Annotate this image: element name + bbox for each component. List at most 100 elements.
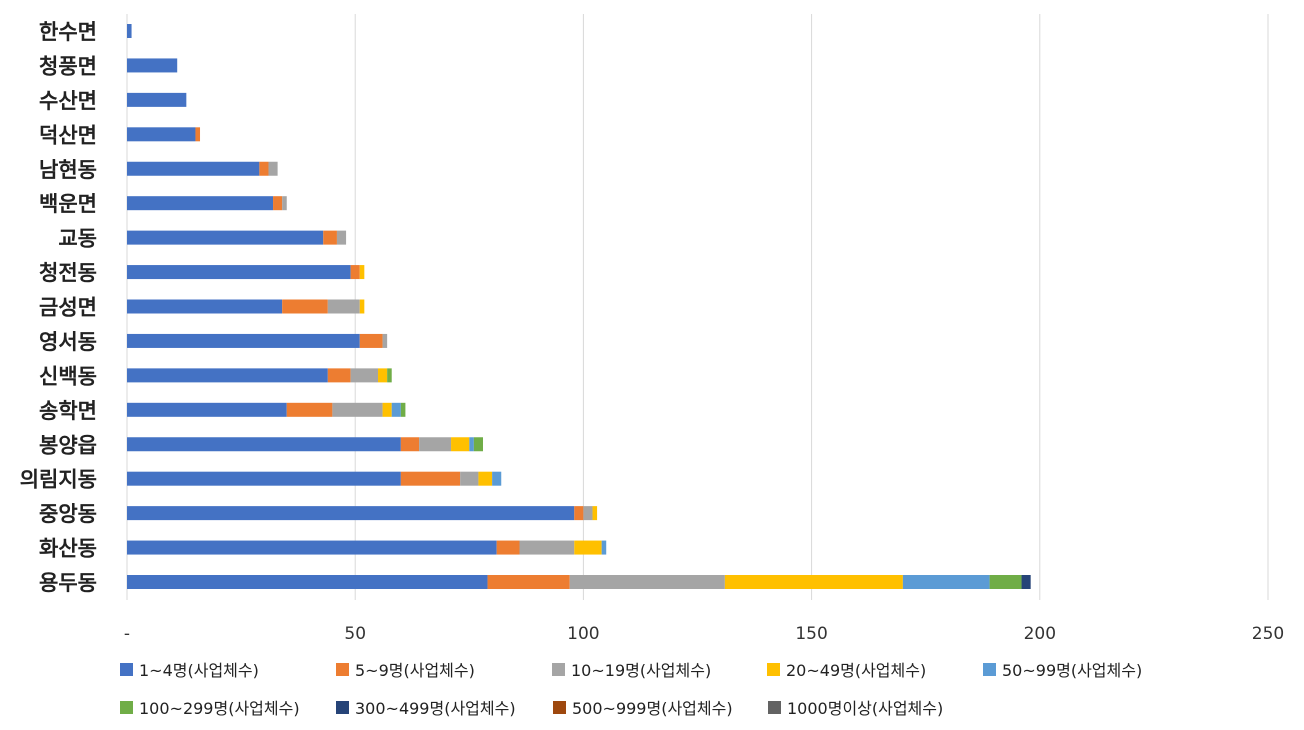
legend-label: 1000명이상(사업체수) <box>787 699 943 718</box>
bar-segment <box>127 24 132 38</box>
legend-item: 100~299명(사업체수) <box>120 699 300 718</box>
category-label: 교동 <box>58 227 97 251</box>
bar-segment <box>487 575 570 589</box>
bar-segment <box>259 161 269 176</box>
bar-segment <box>378 368 388 383</box>
bar-segment <box>469 437 474 452</box>
legend-swatch <box>336 663 349 676</box>
category-label: 신백동 <box>39 364 97 388</box>
legend-swatch <box>552 663 565 676</box>
legend-item: 10~19명(사업체수) <box>552 661 711 680</box>
bar-segment <box>519 540 575 555</box>
category-label: 청전동 <box>39 261 97 285</box>
bar-segment <box>127 402 287 417</box>
x-tick-label: 250 <box>1252 624 1284 644</box>
bar-segment <box>478 471 493 486</box>
category-label: 청풍면 <box>39 54 97 78</box>
legend-swatch <box>120 663 133 676</box>
bar-segment <box>332 402 383 417</box>
bar-segment <box>127 333 360 348</box>
legend: 1~4명(사업체수) 5~9명(사업체수) 10~19명(사업체수) 20~49명(사… <box>120 661 1142 718</box>
bar-segment <box>127 265 351 280</box>
bar-segment <box>350 368 379 383</box>
category-label: 백운면 <box>39 192 97 216</box>
legend-label: 5~9명(사업체수) <box>355 661 475 680</box>
bar-segment <box>127 92 187 107</box>
bar-segment <box>327 299 360 314</box>
category-label: 덕산면 <box>39 123 97 147</box>
category-label: 봉양읍 <box>39 433 97 457</box>
bar-segment <box>127 540 497 555</box>
bar-segment <box>336 230 347 245</box>
bar-segment <box>419 437 452 452</box>
bar-segment <box>286 402 333 417</box>
legend-item: 500~999명(사업체수) <box>553 699 733 718</box>
x-tick-label: - <box>124 624 130 644</box>
legend-label: 1~4명(사업체수) <box>139 661 259 680</box>
bar-segment <box>327 368 351 383</box>
bar-segment <box>268 161 278 176</box>
legend-item: 1000명이상(사업체수) <box>768 699 943 718</box>
bar-segment <box>473 437 483 452</box>
bar-segment <box>1021 575 1031 589</box>
bar-segment <box>127 437 401 452</box>
legend-swatch <box>553 701 566 714</box>
x-tick-label: 50 <box>344 624 366 644</box>
bar-segment <box>282 299 328 314</box>
bar-segment <box>359 333 383 348</box>
legend-item: 50~99명(사업체수) <box>983 661 1142 680</box>
bar-segment <box>569 575 725 589</box>
bar-segment <box>460 471 479 486</box>
category-label: 한수면 <box>39 20 97 44</box>
x-tick-label: 150 <box>795 624 827 644</box>
bar-segment <box>359 299 365 314</box>
category-labels: 한수면청풍면수산면덕산면남현동백운면교동청전동금성면영서동신백동송학면봉양읍의림… <box>20 20 97 595</box>
category-label: 수산면 <box>39 89 97 113</box>
bar-segment <box>601 540 607 555</box>
bar-segment <box>574 540 602 555</box>
x-tick-labels: - 50 100 150 200 250 <box>124 624 1284 644</box>
bar-segment <box>724 575 903 589</box>
bar-segment <box>127 58 178 73</box>
legend-label: 20~49명(사업체수) <box>786 661 926 680</box>
bar-segment <box>127 368 328 383</box>
category-label: 의림지동 <box>20 468 97 492</box>
legend-item: 5~9명(사업체수) <box>336 661 475 680</box>
bar-segment <box>400 437 420 452</box>
legend-swatch <box>120 701 133 714</box>
x-tick-label: 200 <box>1024 624 1056 644</box>
legend-item: 300~499명(사업체수) <box>336 699 516 718</box>
bar-segment <box>492 471 502 486</box>
legend-swatch <box>768 701 781 714</box>
bar-segment <box>127 299 283 314</box>
legend-label: 10~19명(사업체수) <box>571 661 711 680</box>
bar-segment <box>273 196 283 211</box>
legend-label: 500~999명(사업체수) <box>572 699 733 718</box>
bar-segment <box>127 161 260 176</box>
category-label: 용두동 <box>39 571 97 595</box>
bar-segment <box>323 230 337 245</box>
x-tick-label: 100 <box>567 624 599 644</box>
legend-swatch <box>767 663 780 676</box>
bar-segment <box>350 265 360 280</box>
bar-segment <box>127 506 575 521</box>
bar-segment <box>583 506 593 521</box>
gridlines <box>126 14 1269 600</box>
legend-swatch <box>983 663 996 676</box>
bar-segment <box>902 575 990 589</box>
bar-segment <box>382 402 392 417</box>
category-label: 영서동 <box>39 330 97 354</box>
category-label: 금성면 <box>39 296 97 320</box>
legend-label: 100~299명(사업체수) <box>139 699 300 718</box>
bar-segment <box>451 437 470 452</box>
bar-segment <box>391 402 401 417</box>
legend-label: 50~99명(사업체수) <box>1002 661 1142 680</box>
legend-item: 20~49명(사업체수) <box>767 661 926 680</box>
category-label: 중앙동 <box>39 502 97 526</box>
category-label: 화산동 <box>39 537 97 561</box>
bars <box>127 24 1031 589</box>
bar-segment <box>400 471 461 486</box>
bar-segment <box>127 230 324 245</box>
bar-segment <box>592 506 598 521</box>
bar-segment <box>195 127 201 142</box>
